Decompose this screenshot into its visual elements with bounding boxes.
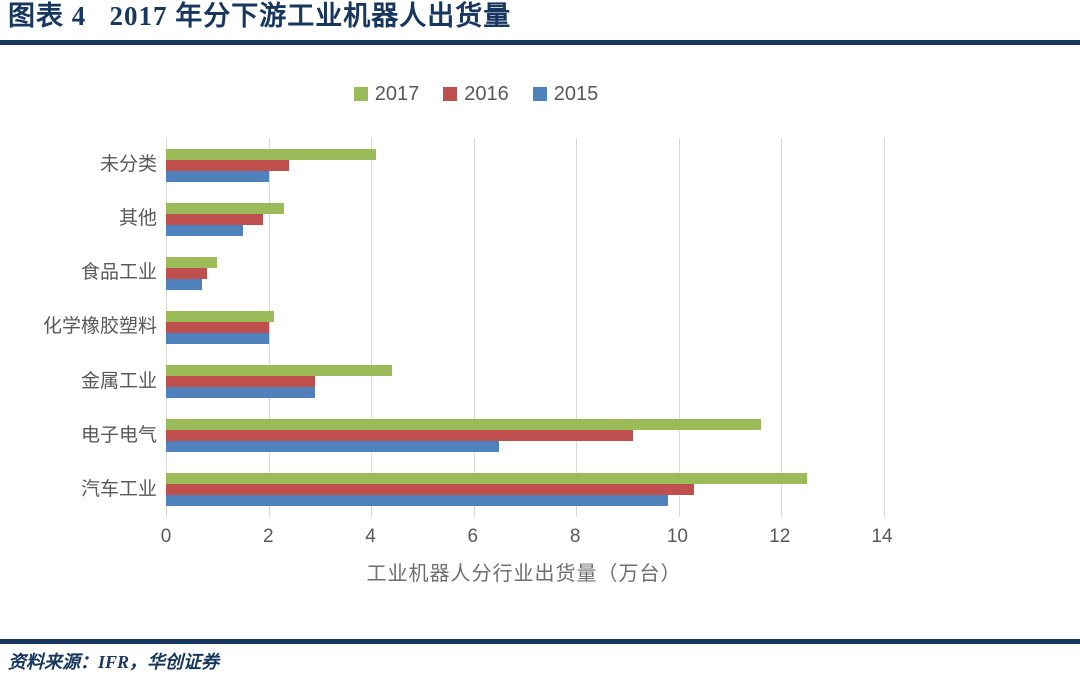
legend-item-2016: 2016 [443, 83, 509, 106]
bar-2016-chemical-rubber-plastics [166, 322, 269, 333]
legend-label: 2015 [553, 82, 599, 105]
gridline-10 [678, 138, 680, 517]
x-tick-label-14: 14 [871, 526, 893, 547]
x-tick-label-2: 2 [262, 526, 274, 547]
figure-title: 图表 4 2017 年分下游工业机器人出货量 [8, 1, 512, 31]
bar-2015-chemical-rubber-plastics [166, 333, 269, 344]
bar-2016-automotive-industry [166, 484, 695, 496]
footer-divider [0, 639, 1080, 644]
bar-2015-automotive-industry [166, 495, 669, 507]
category-label-metal-industry: 金属工业 [80, 370, 157, 392]
bar-2017-automotive-industry [166, 473, 807, 485]
legend-label: 2016 [464, 82, 509, 105]
bar-2017-unclassified [166, 148, 377, 160]
legend-item-2015: 2015 [532, 82, 599, 106]
plot-area [166, 138, 935, 517]
bar-2016-electronics-electrical [166, 430, 633, 442]
bar-2017-metal-industry [166, 365, 392, 377]
bar-2015-unclassified [166, 170, 269, 182]
legend-swatch-icon [443, 87, 458, 101]
category-label-unclassified: 未分类 [99, 154, 157, 175]
gridline-2 [268, 138, 270, 517]
bar-2016-unclassified [166, 159, 290, 171]
legend-label: 2017 [374, 82, 420, 105]
x-axis-title: 工业机器人分行业出货量（万台） [366, 563, 682, 585]
bar-2015-food-industry [166, 278, 202, 290]
y-axis-category-labels: 未分类其他食品工业化学橡胶塑料金属工业电子电气汽车工业 [0, 138, 157, 517]
bar-2016-metal-industry [166, 376, 315, 388]
x-axis-tick-labels: 0 2 4 6 8 10 12 14 [161, 526, 893, 550]
bar-2017-other [166, 202, 284, 214]
legend-swatch-icon [353, 87, 368, 101]
gridline-8 [576, 138, 578, 517]
category-label-chemical-rubber-plastics: 化学橡胶塑料 [42, 316, 157, 338]
chart-legend: 2017 2016 2015 [0, 82, 952, 106]
bar-2017-food-industry [166, 256, 218, 268]
gridline-4 [371, 138, 373, 517]
category-label-automotive-industry: 汽车工业 [80, 478, 157, 500]
bar-2017-electronics-electrical [166, 419, 761, 431]
x-tick-label-10: 10 [666, 526, 688, 547]
title-divider [0, 40, 1080, 45]
x-tick-label-8: 8 [569, 526, 581, 547]
legend-swatch-icon [532, 87, 547, 101]
bar-2016-food-industry [166, 267, 207, 279]
bar-2015-other [166, 224, 243, 236]
gridline-14 [883, 138, 885, 517]
category-label-food-industry: 食品工业 [80, 262, 157, 284]
x-tick-label-0: 0 [160, 526, 172, 547]
category-label-other: 其他 [118, 208, 157, 230]
bar-2015-metal-industry [166, 387, 315, 399]
source-note: 资料来源：IFR，华创证券 [8, 652, 220, 672]
x-tick-label-6: 6 [467, 526, 479, 547]
category-label-electronics-electrical: 电子电气 [80, 424, 157, 446]
x-tick-label-12: 12 [769, 526, 791, 547]
bar-2015-electronics-electrical [166, 441, 500, 453]
x-tick-label-4: 4 [365, 526, 376, 547]
legend-item-2017: 2017 [353, 82, 420, 106]
gridline-12 [781, 138, 783, 517]
gridline-6 [473, 138, 475, 517]
bar-2017-chemical-rubber-plastics [166, 311, 274, 322]
bar-2016-other [166, 213, 264, 225]
